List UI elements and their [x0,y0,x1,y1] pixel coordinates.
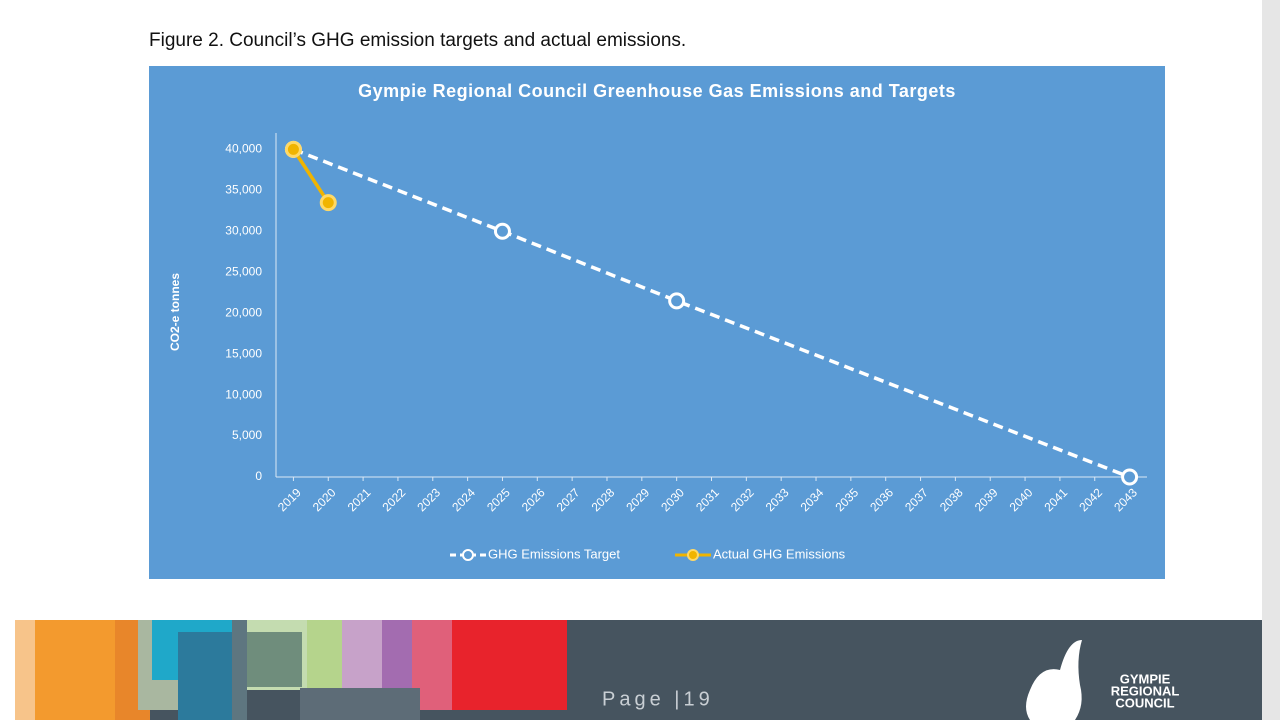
caption: Figure 2. Council’s GHG emission targets… [149,30,686,51]
y-tick-label: 40,000 [225,142,262,156]
page-number: Page |19 [602,688,714,710]
legend-marker [462,549,474,561]
legend-label: GHG Emissions Target [488,546,620,561]
legend-item: Actual GHG Emissions [674,546,846,561]
point [284,140,302,158]
y-tick-label: 35,000 [225,183,262,197]
y-tick-label: 20,000 [225,305,262,319]
point [493,222,511,240]
logo-text: GYMPIE [1120,671,1171,686]
y-tick-label: 25,000 [225,264,262,278]
series-line [292,147,1131,479]
deco [178,632,238,720]
deco [382,620,412,700]
legend-label: Actual GHG Emissions [713,546,846,561]
y-axis-label: CO2-e tonnes [168,273,182,351]
deco [342,620,382,700]
legend-marker [686,549,699,561]
deco [300,688,420,720]
series-line [291,148,330,204]
point [1121,468,1139,486]
deco [247,632,302,687]
point [319,194,337,212]
deco [232,620,247,720]
y-tick-label: 0 [255,469,262,483]
logo-icon [1026,640,1082,720]
y-tick-label: 15,000 [225,346,262,360]
deco [452,620,567,710]
page-edge [1262,0,1280,720]
chart-title: Gympie Regional Council Greenhouse Gas E… [358,81,956,101]
deco [307,620,342,690]
chart-bg [149,66,1165,579]
y-tick-label: 5,000 [232,428,262,442]
legend-item: GHG Emissions Target [450,546,620,561]
y-tick-label: 30,000 [225,223,262,237]
deco [15,620,35,720]
y-tick-label: 10,000 [225,387,262,401]
point [668,292,686,310]
logo-text: COUNCIL [1115,695,1174,710]
logo-text: REGIONAL [1111,683,1180,698]
